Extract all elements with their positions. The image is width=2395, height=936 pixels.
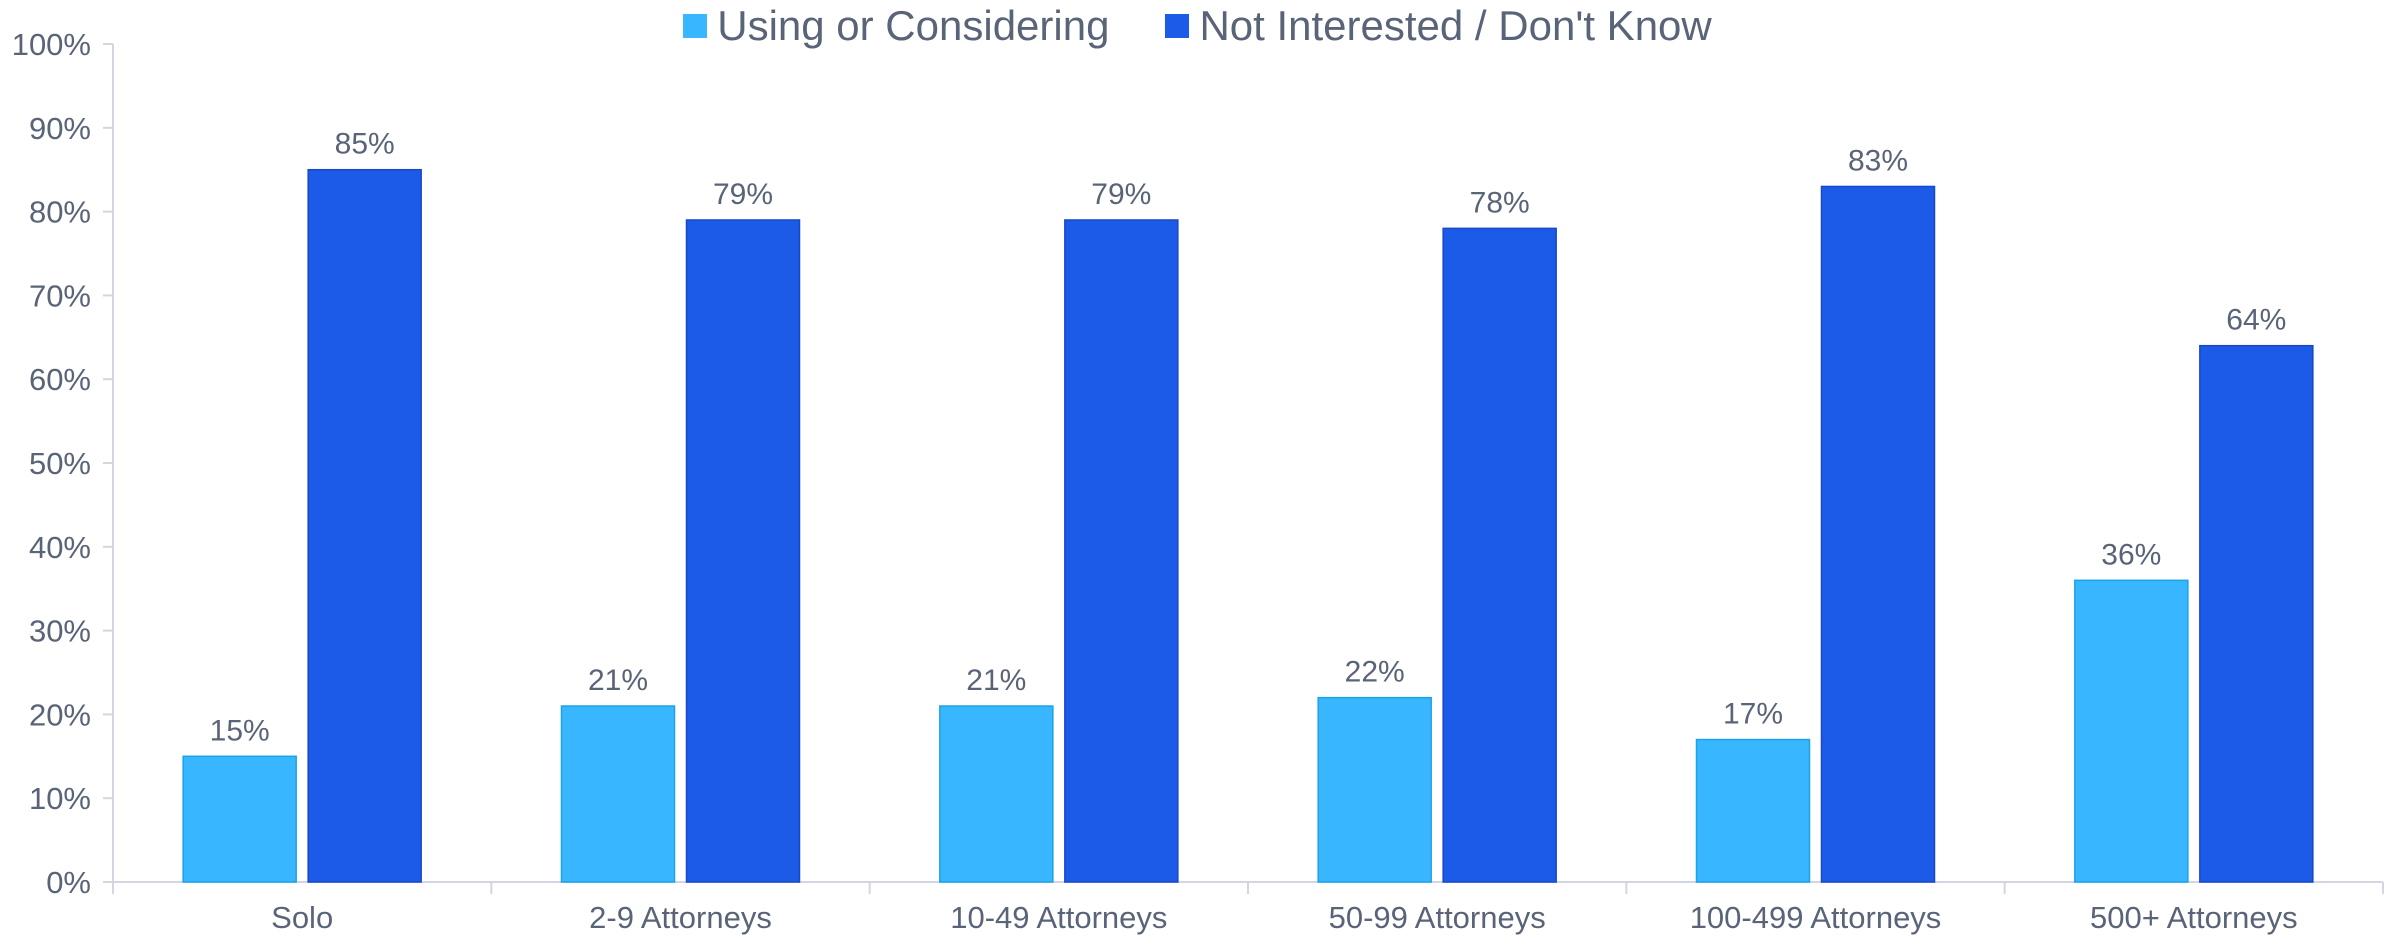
- bar-not-interested: [1064, 219, 1179, 883]
- legend-label-using: Using or Considering: [717, 2, 1110, 49]
- legend-item-not-interested: Not Interested / Don't Know: [1165, 2, 1712, 50]
- y-tick-label: 20%: [29, 697, 91, 732]
- bar-not-interested: [2199, 344, 2314, 883]
- data-label: 78%: [1470, 186, 1530, 219]
- x-tick-label: Solo: [271, 900, 333, 935]
- data-label: 15%: [210, 714, 270, 747]
- y-tick-label: 90%: [29, 111, 91, 146]
- legend-swatch-using: [683, 14, 708, 38]
- bar-using: [182, 755, 297, 883]
- x-tick-label: 50-99 Attorneys: [1329, 900, 1546, 935]
- y-tick-label: 0%: [46, 865, 91, 900]
- x-tick-label: 100-499 Attorneys: [1690, 900, 1942, 935]
- bar-using: [2074, 579, 2189, 883]
- data-label: 21%: [588, 664, 648, 697]
- data-label: 36%: [2101, 538, 2161, 571]
- x-tick-label: 500+ Attorneys: [2090, 900, 2298, 935]
- x-tick-label: 2-9 Attorneys: [589, 900, 772, 935]
- data-label: 85%: [335, 128, 395, 161]
- y-tick-label: 80%: [29, 195, 91, 230]
- y-tick-label: 60%: [29, 362, 91, 397]
- y-tick-label: 50%: [29, 446, 91, 481]
- bar-not-interested: [685, 219, 801, 883]
- legend-swatch-not-interested: [1165, 14, 1190, 38]
- y-tick-label: 10%: [29, 781, 91, 816]
- data-label: 17%: [1723, 698, 1783, 731]
- bar-using: [1695, 738, 1811, 883]
- bar-using: [1317, 696, 1432, 883]
- bar-using: [939, 705, 1054, 883]
- data-label: 21%: [966, 664, 1026, 697]
- y-tick-label: 100%: [12, 27, 91, 62]
- bar-not-interested: [1820, 185, 1936, 883]
- y-tick-label: 30%: [29, 614, 91, 649]
- legend: Using or Considering Not Interested / Do…: [0, 0, 2395, 52]
- bar-using: [560, 705, 676, 883]
- legend-label-not-interested: Not Interested / Don't Know: [1199, 2, 1712, 49]
- y-tick-label: 40%: [29, 530, 91, 565]
- data-label: 22%: [1345, 656, 1405, 689]
- y-tick-label: 70%: [29, 278, 91, 313]
- data-label: 83%: [1848, 144, 1908, 177]
- bar-not-interested: [307, 168, 422, 883]
- data-label: 64%: [2226, 304, 2286, 337]
- bar-not-interested: [1442, 227, 1557, 883]
- data-label: 79%: [1091, 178, 1151, 211]
- data-label: 79%: [713, 178, 773, 211]
- legend-item-using: Using or Considering: [683, 2, 1109, 50]
- x-tick-label: 10-49 Attorneys: [950, 900, 1167, 935]
